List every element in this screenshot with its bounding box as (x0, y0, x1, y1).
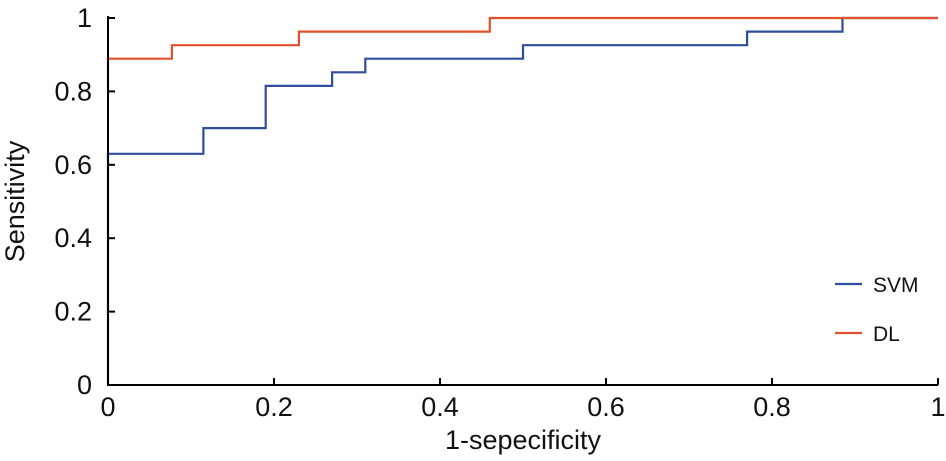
ticks: 0 0.2 0.4 0.6 0.8 1 0 0.2 0.4 0.6 0.8 1 (54, 3, 945, 422)
x-tick-label: 0.6 (587, 392, 625, 422)
legend: SVM DL (835, 274, 919, 346)
y-tick-label: 0.8 (54, 76, 92, 106)
series-line-dl (106, 16, 938, 92)
y-tick-label: 1 (77, 3, 92, 33)
y-tick-label: 0.2 (54, 297, 92, 327)
axes (107, 16, 938, 386)
y-axis-title: Sensitivity (0, 140, 30, 262)
x-axis-title: 1-sepecificity (445, 425, 602, 455)
x-tick-label: 0.4 (421, 392, 459, 422)
y-tick-label: 0.4 (54, 223, 92, 253)
series-line-svm (106, 16, 938, 385)
x-tick-label: 1 (930, 392, 945, 422)
x-tick-label: 0.2 (255, 392, 293, 422)
x-tick-label: 0.8 (753, 392, 791, 422)
y-tick-label: 0 (77, 370, 92, 400)
x-tick-label: 0 (100, 392, 115, 422)
legend-label-svm: SVM (873, 274, 919, 297)
series-layer (106, 16, 938, 385)
y-tick-label: 0.6 (54, 150, 92, 180)
legend-label-dl: DL (873, 323, 900, 346)
